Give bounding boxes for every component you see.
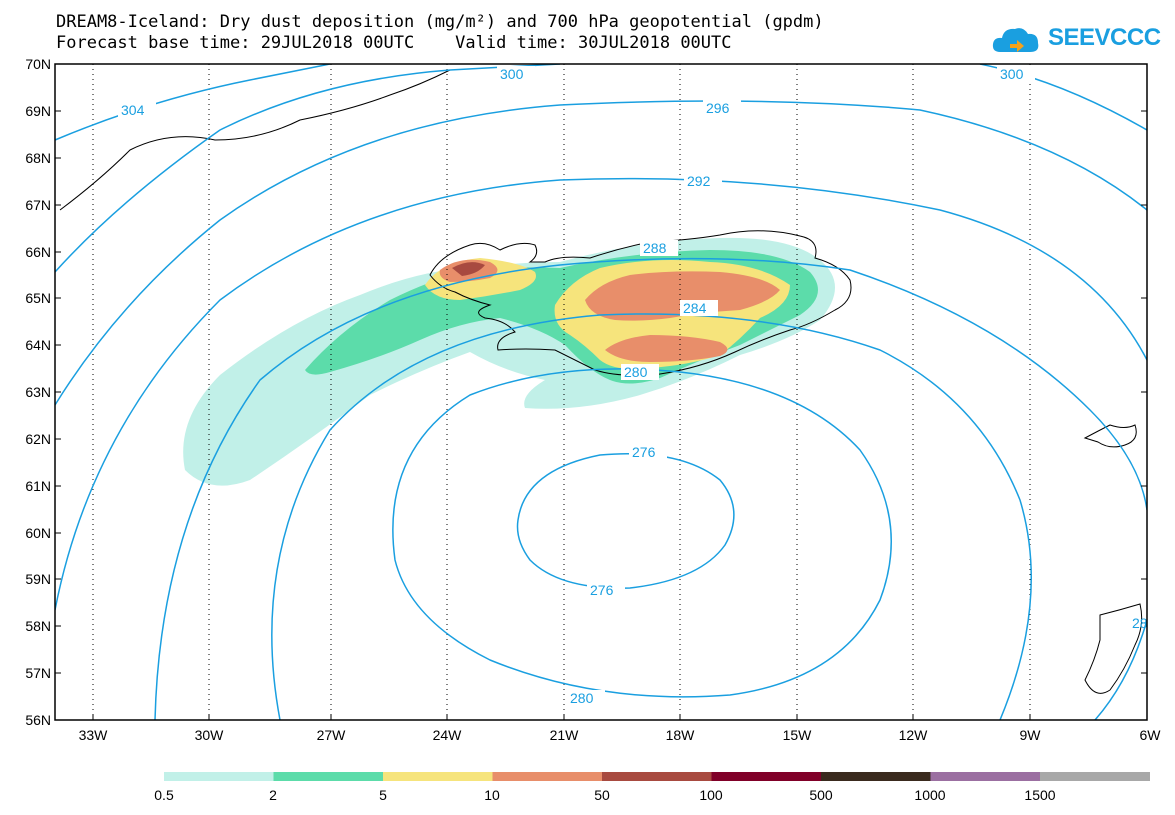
lon-label: 9W (1020, 727, 1042, 743)
colorbar-labels: 0.5 2 5 10 50 100 500 1000 1500 (154, 787, 1056, 803)
contour-label-276-south: 276 (590, 582, 614, 598)
lat-label: 57N (25, 665, 51, 681)
contour-label-304: 304 (121, 102, 145, 118)
longitude-labels: 33W 30W 27W 24W 21W 18W 15W 12W 9W 6W (79, 727, 1162, 743)
colorbar-swatch (1040, 772, 1150, 781)
lat-label: 62N (25, 431, 51, 447)
lat-label: 56N (25, 712, 51, 728)
lon-label: 30W (195, 727, 225, 743)
lon-label: 12W (899, 727, 929, 743)
dust-contour-50 (452, 262, 485, 276)
legend-label: 50 (594, 787, 610, 803)
contour-284 (271, 313, 1032, 720)
contour-label-276: 276 (632, 444, 656, 460)
contour-label-296: 296 (706, 100, 730, 116)
contour-label-292: 292 (687, 173, 711, 189)
legend-label: 10 (484, 787, 500, 803)
colorbar-swatch (492, 772, 603, 781)
contour-296 (55, 100, 1147, 406)
contour-label-300-east: 300 (1000, 66, 1024, 82)
lat-label: 59N (25, 571, 51, 587)
contour-304 (55, 64, 331, 141)
lat-label: 60N (25, 525, 51, 541)
colorbar-swatch (711, 772, 822, 781)
colorbar-swatch (930, 772, 1041, 781)
lat-label: 70N (25, 56, 51, 72)
legend-label: 0.5 (154, 787, 174, 803)
lat-label: 65N (25, 290, 51, 306)
contour-label-300: 300 (500, 66, 524, 82)
lat-label: 68N (25, 150, 51, 166)
contour-280 (392, 368, 892, 698)
colorbar-swatch (821, 772, 931, 781)
lat-label: 58N (25, 618, 51, 634)
lat-label: 61N (25, 478, 51, 494)
lat-label: 64N (25, 337, 51, 353)
cloud-logo-icon (992, 28, 1039, 52)
legend-label: 100 (699, 787, 723, 803)
legend-label: 1000 (914, 787, 945, 803)
latitude-labels: 70N 69N 68N 67N 66N 65N 64N 63N 62N 61N … (25, 56, 51, 728)
dust-contour-10 (439, 259, 780, 362)
contour-label-280: 280 (624, 364, 648, 380)
contour-276 (516, 453, 735, 589)
forecast-times: Forecast base time: 29JUL2018 00UTC Vali… (56, 33, 732, 53)
legend-label: 1500 (1024, 787, 1055, 803)
contour-label-288-east: 288 (1132, 615, 1156, 631)
legend-label: 500 (809, 787, 833, 803)
contour-label-288: 288 (643, 240, 667, 256)
logo-text: SEEVCCC (1048, 24, 1161, 51)
contour-label-284: 284 (683, 300, 707, 316)
lon-label: 24W (433, 727, 463, 743)
lon-label: 6W (1140, 727, 1162, 743)
lon-label: 21W (550, 727, 580, 743)
contour-288-se (1094, 619, 1147, 720)
dust-deposition-field (183, 237, 835, 486)
lat-label: 69N (25, 103, 51, 119)
map-title: DREAM8-Iceland: Dry dust deposition (mg/… (56, 12, 824, 32)
lon-label: 33W (79, 727, 109, 743)
contour-label-280-south: 280 (570, 690, 594, 706)
legend-label: 2 (269, 787, 277, 803)
colorbar-swatch (383, 772, 493, 781)
colorbar-swatch (273, 772, 384, 781)
lat-label: 66N (25, 244, 51, 260)
ticks (55, 63, 1147, 720)
colorbar (164, 772, 1150, 781)
lon-label: 27W (317, 727, 347, 743)
map-plot-area: 304 300 300 296 292 288 284 280 276 276 … (55, 64, 1156, 720)
contour-label-group: 304 300 300 296 292 288 284 280 276 276 … (118, 66, 1156, 706)
colorbar-swatch (602, 772, 712, 781)
lat-label: 63N (25, 384, 51, 400)
lon-label: 18W (666, 727, 696, 743)
lon-label: 15W (783, 727, 813, 743)
contour-292 (55, 177, 1147, 611)
geopotential-contours (55, 64, 1147, 720)
colorbar-swatch (164, 772, 274, 781)
contour-288 (154, 257, 1147, 720)
lat-label: 67N (25, 197, 51, 213)
contour-300-west (55, 64, 561, 273)
legend-label: 5 (379, 787, 387, 803)
